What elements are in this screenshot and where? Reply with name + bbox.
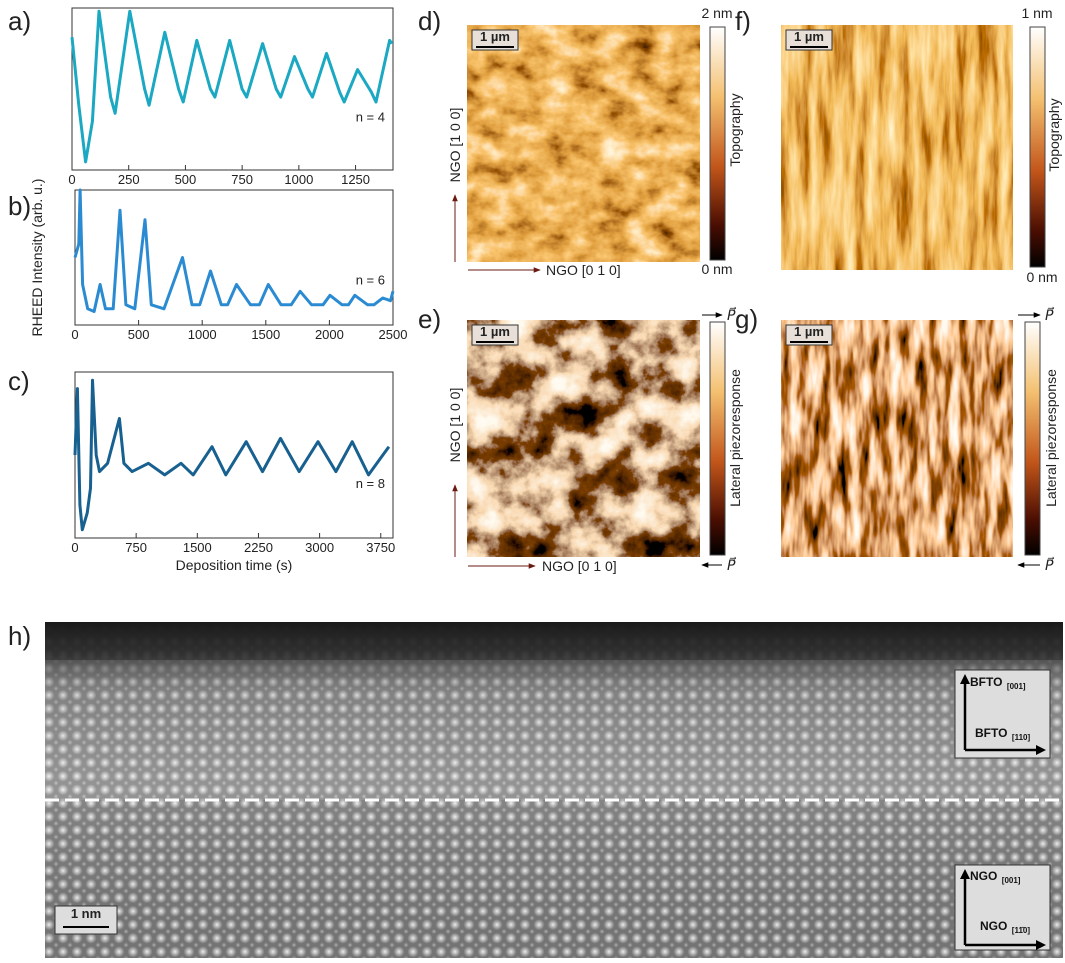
axis-index: [110] xyxy=(1012,733,1031,742)
panel-e: e) 1 µm P⃗ P⃗ Lateral piezoresponse NGO … xyxy=(418,304,743,574)
panel-label: f) xyxy=(735,6,751,36)
x-tick-label: 500 xyxy=(128,327,150,342)
panel-d: d) 1 µm 2 nm 0 nm Topography NGO [1 0 0]… xyxy=(418,5,743,278)
scale-label: 1 µm xyxy=(480,324,510,339)
panel-label: e) xyxy=(418,304,441,334)
x-tick-label: 1500 xyxy=(251,327,280,342)
pfm-image xyxy=(781,320,1013,557)
x-axis-label: NGO [0 1 0] xyxy=(542,558,617,574)
x-tick-label: 250 xyxy=(118,172,140,187)
x-tick-label: 750 xyxy=(231,172,253,187)
colorbar-top: P⃗ xyxy=(1045,306,1055,323)
data-line xyxy=(75,380,389,529)
x-tick-label: 750 xyxy=(125,540,147,555)
x-tick-label: 1250 xyxy=(341,172,370,187)
rheed-charts: 0 250 500 750 1000 1250 a) n = 4 0 500 1000 1500 200… xyxy=(8,6,407,573)
colorbar-label: Topography xyxy=(727,93,743,166)
panel-h: h) 1 nm BFTO [001] BFTO [110] NGO [001] … xyxy=(8,621,1063,958)
x-tick-label: 2500 xyxy=(379,327,408,342)
colorbar xyxy=(710,27,725,260)
panel-label: b) xyxy=(8,191,31,221)
colorbar-bottom: 0 nm xyxy=(701,261,732,277)
colorbar-bottom: P⃗ xyxy=(727,556,737,573)
panel-f: f) 1 µm 1 nm 0 nm Topography xyxy=(735,5,1062,285)
colorbar xyxy=(1025,322,1040,555)
colorbar-label: Lateral piezoresponse xyxy=(1043,369,1059,507)
x-tick-label: 1500 xyxy=(183,540,212,555)
x-tick-label: 0 xyxy=(71,540,78,555)
panel-label: c) xyxy=(8,366,30,396)
panel-g: g) 1 µm P⃗ P⃗ Lateral piezoresponse xyxy=(735,304,1059,573)
x-tick-label: 2250 xyxy=(244,540,273,555)
colorbar xyxy=(710,322,725,555)
colorbar xyxy=(1030,27,1045,267)
scale-label: 1 µm xyxy=(794,324,824,339)
scale-label: 1 nm xyxy=(71,906,101,921)
panel-label: a) xyxy=(8,6,31,36)
afm-image xyxy=(467,25,700,262)
x-tick-label: 3750 xyxy=(366,540,395,555)
data-line xyxy=(75,190,393,312)
axis-name: BFTO xyxy=(975,726,1007,740)
panel-label: h) xyxy=(8,621,31,651)
axis-index: [001] xyxy=(1002,876,1021,885)
colorbar-label: Lateral piezoresponse xyxy=(727,369,743,507)
y-axis-label: NGO [1 0 0] xyxy=(447,108,463,183)
y-axis-label: NGO [1 0 0] xyxy=(447,388,463,463)
x-tick-label: 500 xyxy=(175,172,197,187)
panel-label: d) xyxy=(418,6,441,36)
pfm-image xyxy=(467,320,700,557)
colorbar-top: 1 nm xyxy=(1021,5,1052,21)
scale-label: 1 µm xyxy=(794,29,824,44)
colorbar-bottom: 0 nm xyxy=(1026,269,1057,285)
afm-image xyxy=(781,25,1013,270)
axis-name: NGO xyxy=(970,869,997,883)
annotation: n = 8 xyxy=(356,476,385,491)
x-tick-label: 3000 xyxy=(305,540,334,555)
x-tick-label: 0 xyxy=(71,327,78,342)
x-axis-label: NGO [0 1 0] xyxy=(546,262,621,278)
plot-frame xyxy=(72,8,393,170)
annotation: n = 4 xyxy=(356,109,385,124)
y-axis-label: RHEED Intensity (arb. u.) xyxy=(29,179,45,337)
panel-label: g) xyxy=(735,304,758,334)
colorbar-top: 2 nm xyxy=(701,5,732,21)
film-region xyxy=(45,660,1063,800)
axis-index: [11̄0] xyxy=(1012,926,1031,935)
x-axis-label: Deposition time (s) xyxy=(176,557,293,573)
figure: 0 250 500 750 1000 1250 a) n = 4 0 500 1000 1500 200… xyxy=(0,0,1065,958)
data-line xyxy=(72,11,392,162)
x-tick-label: 0 xyxy=(68,172,75,187)
colorbar-bottom: P⃗ xyxy=(1045,556,1055,573)
axis-name: BFTO xyxy=(970,675,1002,689)
x-tick-label: 1000 xyxy=(188,327,217,342)
x-tick-label: 1000 xyxy=(284,172,313,187)
x-tick-label: 2000 xyxy=(315,327,344,342)
axis-index: [001] xyxy=(1007,682,1026,691)
axis-name: NGO xyxy=(980,919,1007,933)
scale-label: 1 µm xyxy=(480,29,510,44)
annotation: n = 6 xyxy=(356,273,385,288)
colorbar-label: Topography xyxy=(1046,98,1062,171)
